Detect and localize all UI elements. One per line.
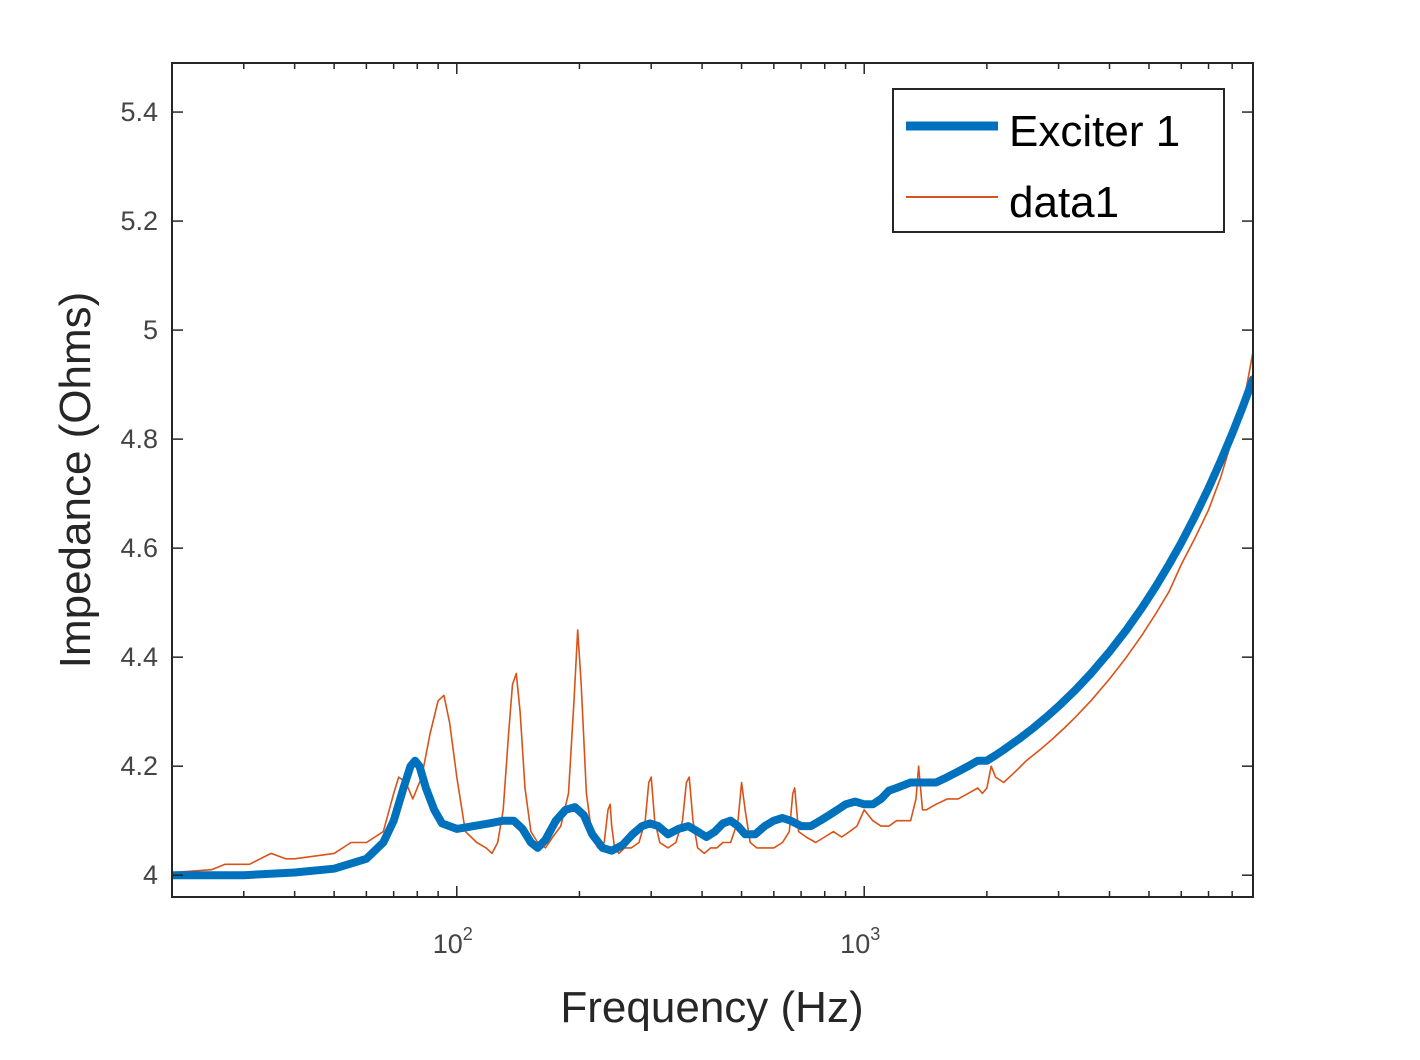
y-axis-label: Impedance (Ohms) (51, 292, 100, 669)
legend-label-exciter-1: Exciter 1 (1009, 107, 1180, 156)
series-layer (172, 351, 1253, 880)
series-line-data1 (172, 351, 1253, 874)
y-tick-label: 4.4 (120, 642, 158, 672)
tick-layer: 4 4.2 4.4 4.6 4.8 5 5.2 5.4 102 103 (120, 63, 1253, 959)
x-axis-label: Frequency (Hz) (560, 983, 863, 1032)
y-tick-label: 5.2 (120, 206, 158, 236)
y-tick-label: 4.2 (120, 751, 158, 781)
legend-box (892, 88, 1225, 233)
legend-label-data1: data1 (1009, 178, 1119, 227)
y-tick-label: 4.8 (120, 424, 158, 454)
y-tick-label: 4 (143, 860, 158, 890)
plot-box (171, 62, 1254, 898)
y-tick-label: 5.4 (120, 97, 158, 127)
x-tick-label: 102 (433, 924, 473, 959)
legend: Exciter 1 data1 (892, 88, 1225, 233)
series-line-exciter-1 (172, 375, 1253, 880)
y-tick-label: 5 (143, 315, 158, 345)
x-tick-label: 103 (840, 924, 880, 959)
y-tick-label: 4.6 (120, 533, 158, 563)
